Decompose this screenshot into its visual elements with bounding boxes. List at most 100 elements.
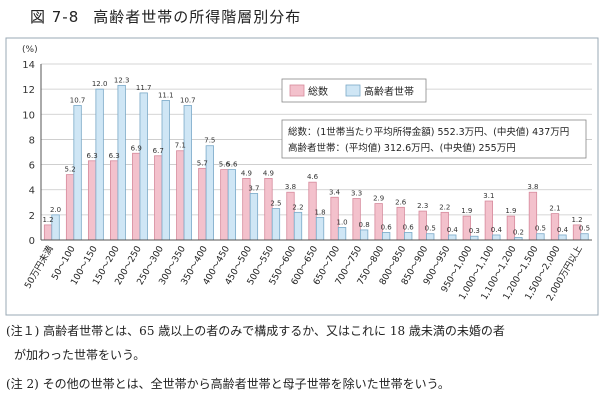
bar-elderly-19: [470, 235, 479, 241]
bar-elderly-22: [536, 233, 545, 241]
bar-total-7: [198, 167, 207, 241]
value-label-elderly-14: 0.8: [359, 221, 370, 229]
value-label-elderly-12: 1.8: [314, 208, 325, 216]
bar-elderly-10: [271, 208, 281, 241]
value-label-elderly-15: 0.6: [381, 223, 393, 231]
bar-total-10: [264, 177, 273, 241]
y-tick-label: 12: [22, 85, 35, 96]
bar-total-15: [374, 203, 383, 241]
bar-elderly-16: [404, 232, 413, 241]
note-2: (注 2) その他の世帯とは、全世帯から高齢者世帯と母子世帯を除いた世帯をいう。: [6, 377, 450, 391]
value-label-elderly-11: 2.2: [292, 203, 303, 211]
bar-elderly-23: [558, 234, 567, 241]
bar-elderly-8: [227, 169, 237, 241]
value-label-elderly-16: 0.6: [403, 223, 415, 231]
info-box-line1: 総数：(1世帯当たり平均所得金額) 552.3万円、(中央値) 437万円: [288, 126, 569, 138]
bar-total-22: [528, 191, 538, 241]
value-label-total-24: 1.2: [571, 216, 582, 224]
value-label-elderly-19: 0.3: [469, 227, 480, 235]
bar-total-4: [132, 152, 141, 241]
bar-elderly-4: [139, 92, 148, 241]
value-label-elderly-2: 12.0: [92, 80, 108, 88]
value-label-total-16: 2.6: [395, 198, 407, 206]
bar-elderly-2: [95, 88, 104, 241]
value-label-total-20: 3.1: [483, 192, 494, 200]
value-label-elderly-8: 5.6: [226, 161, 238, 169]
note-1: (注１) 高齢者世帯とは、65 歳以上の者のみで構成するか、又はこれに 18 歳…: [6, 324, 505, 338]
value-label-total-23: 2.1: [549, 205, 560, 213]
value-label-total-0: 1.2: [42, 216, 53, 224]
value-label-total-7: 5.7: [197, 159, 208, 167]
value-label-elderly-21: 0.2: [513, 228, 524, 236]
info-box: 総数：(1世帯当たり平均所得金額) 552.3万円、(中央値) 437万円 高齢…: [281, 119, 587, 159]
value-label-total-2: 6.3: [87, 152, 98, 160]
value-label-elderly-17: 0.5: [425, 225, 436, 233]
value-label-elderly-4: 11.7: [136, 84, 152, 92]
value-label-total-9: 4.9: [241, 169, 252, 177]
figure-title-text: 高齢者世帯の所得階層別分布: [93, 8, 302, 26]
bar-elderly-12: [315, 216, 325, 241]
bar-elderly-15: [381, 232, 391, 241]
value-label-total-19: 1.9: [461, 207, 472, 215]
value-label-total-11: 3.8: [285, 183, 296, 191]
bar-total-20: [484, 200, 493, 241]
value-label-elderly-9: 3.7: [248, 184, 259, 192]
legend: 総数 高齢者世帯: [281, 78, 427, 103]
value-label-total-22: 3.8: [527, 183, 538, 191]
figure-title: 図 7-8 高齢者世帯の所得階層別分布: [30, 6, 301, 27]
value-label-total-4: 6.9: [131, 144, 142, 152]
legend-swatch-elderly: [345, 84, 361, 97]
bar-elderly-6: [183, 105, 192, 241]
value-label-elderly-0: 2.0: [50, 206, 61, 214]
y-tick-label: 4: [29, 186, 35, 197]
y-tick-label: 6: [29, 161, 35, 172]
value-label-total-8: 5.6: [219, 161, 231, 169]
legend-label-elderly: 高齢者世帯: [364, 85, 414, 98]
bar-total-3: [110, 160, 119, 241]
y-tick-label: 14: [22, 60, 35, 71]
y-tick-labels: 0 2 4 6 8 10 12 14: [22, 60, 35, 247]
bar-elderly-11: [293, 211, 303, 241]
value-label-total-5: 6.7: [153, 147, 164, 155]
value-label-elderly-5: 11.1: [158, 91, 174, 99]
y-axis-label: (%): [22, 45, 38, 55]
value-label-total-18: 2.2: [439, 203, 450, 211]
bar-elderly-20: [492, 234, 501, 241]
bar-elderly-14: [359, 229, 369, 241]
value-label-elderly-6: 10.7: [180, 96, 196, 104]
value-label-elderly-24: 0.5: [579, 225, 590, 233]
value-label-elderly-22: 0.5: [535, 225, 546, 233]
bar-total-5: [154, 155, 163, 241]
value-label-total-14: 3.3: [351, 190, 362, 198]
value-label-total-1: 5.2: [65, 166, 76, 174]
value-label-total-6: 7.1: [175, 142, 186, 150]
value-label-elderly-18: 0.4: [447, 226, 459, 234]
value-label-total-3: 6.3: [109, 152, 120, 160]
value-label-total-10: 4.9: [263, 169, 274, 177]
bar-elderly-18: [448, 234, 457, 241]
bars: [43, 84, 589, 241]
value-label-elderly-1: 10.7: [70, 96, 86, 104]
figure-number: 図 7-8: [30, 8, 80, 26]
bar-total-2: [87, 160, 97, 241]
value-label-elderly-3: 12.3: [114, 76, 130, 84]
bar-elderly-3: [117, 84, 126, 241]
value-label-elderly-7: 7.5: [204, 137, 215, 145]
legend-swatch-total: [289, 84, 305, 97]
bar-total-8: [220, 169, 229, 241]
value-label-elderly-13: 1.0: [336, 218, 347, 226]
bar-total-11: [286, 191, 295, 241]
value-label-total-15: 2.9: [373, 195, 384, 203]
value-label-elderly-20: 0.4: [491, 226, 503, 234]
info-box-line2: 高齢者世帯：(平均値) 312.6万円、(中央値) 255万円: [288, 142, 516, 154]
value-label-total-12: 4.6: [307, 173, 319, 181]
bar-elderly-17: [426, 233, 435, 241]
value-label-elderly-23: 0.4: [557, 226, 569, 234]
info-box-frame: [281, 119, 587, 159]
bar-total-14: [352, 198, 361, 241]
bar-elderly-24: [580, 233, 589, 241]
y-tick-label: 10: [22, 110, 35, 121]
bar-elderly-13: [337, 227, 347, 241]
value-label-total-13: 3.4: [329, 188, 341, 196]
